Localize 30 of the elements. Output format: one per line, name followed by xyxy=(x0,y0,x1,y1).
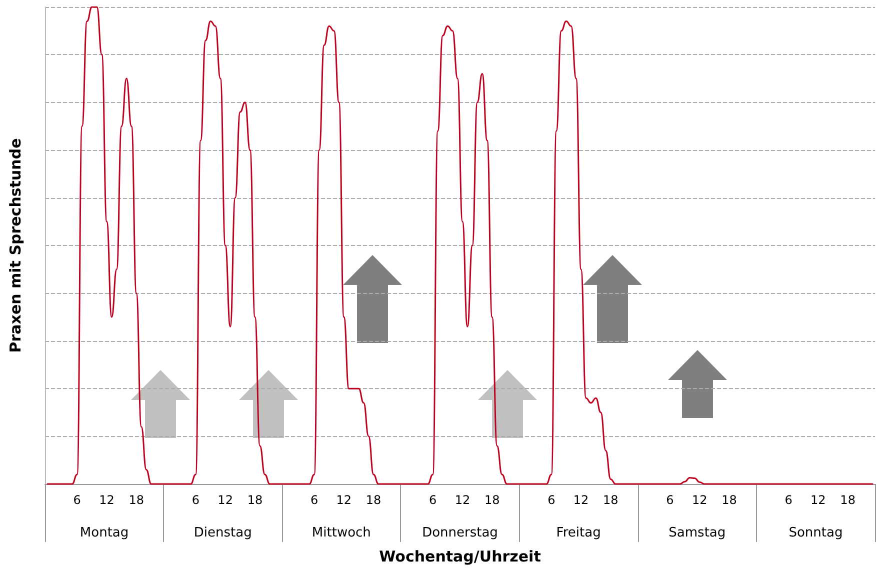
text: Mittwoch xyxy=(312,526,371,540)
text: Donnerstag xyxy=(422,526,498,540)
x-tick-label: 6 xyxy=(784,493,792,507)
x-tick-label: 12 xyxy=(336,493,352,507)
text: Sonntag xyxy=(788,526,843,540)
x-tick-label: 6 xyxy=(548,493,556,507)
x-tick-label: 18 xyxy=(840,493,856,507)
text: Freitag xyxy=(556,526,601,540)
x-tick-label: 6 xyxy=(192,493,200,507)
x-tick-label: 18 xyxy=(128,493,144,507)
x-tick-label: 12 xyxy=(810,493,826,507)
x-tick-label: 12 xyxy=(692,493,708,507)
x-tick-label: 18 xyxy=(484,493,500,507)
text: Montag xyxy=(80,526,129,540)
x-tick-label: 18 xyxy=(722,493,737,507)
x-tick-label: 6 xyxy=(73,493,81,507)
x-tick-label: 12 xyxy=(573,493,589,507)
x-axis-title: Wochentag/Uhrzeit xyxy=(379,548,541,566)
x-tick-label: 12 xyxy=(218,493,233,507)
x-tick-label: 6 xyxy=(429,493,437,507)
x-tick-label: 18 xyxy=(247,493,263,507)
x-tick-label: 12 xyxy=(454,493,470,507)
x-tick-label: 18 xyxy=(603,493,618,507)
x-tick-label: 6 xyxy=(310,493,318,507)
text: Dienstag xyxy=(194,526,252,540)
y-axis-title: Praxen mit Sprechstunde xyxy=(6,138,24,353)
x-tick-label: 6 xyxy=(666,493,674,507)
text: Samstag xyxy=(668,526,726,540)
x-tick-label: 18 xyxy=(366,493,382,507)
x-tick-label: 12 xyxy=(99,493,114,507)
